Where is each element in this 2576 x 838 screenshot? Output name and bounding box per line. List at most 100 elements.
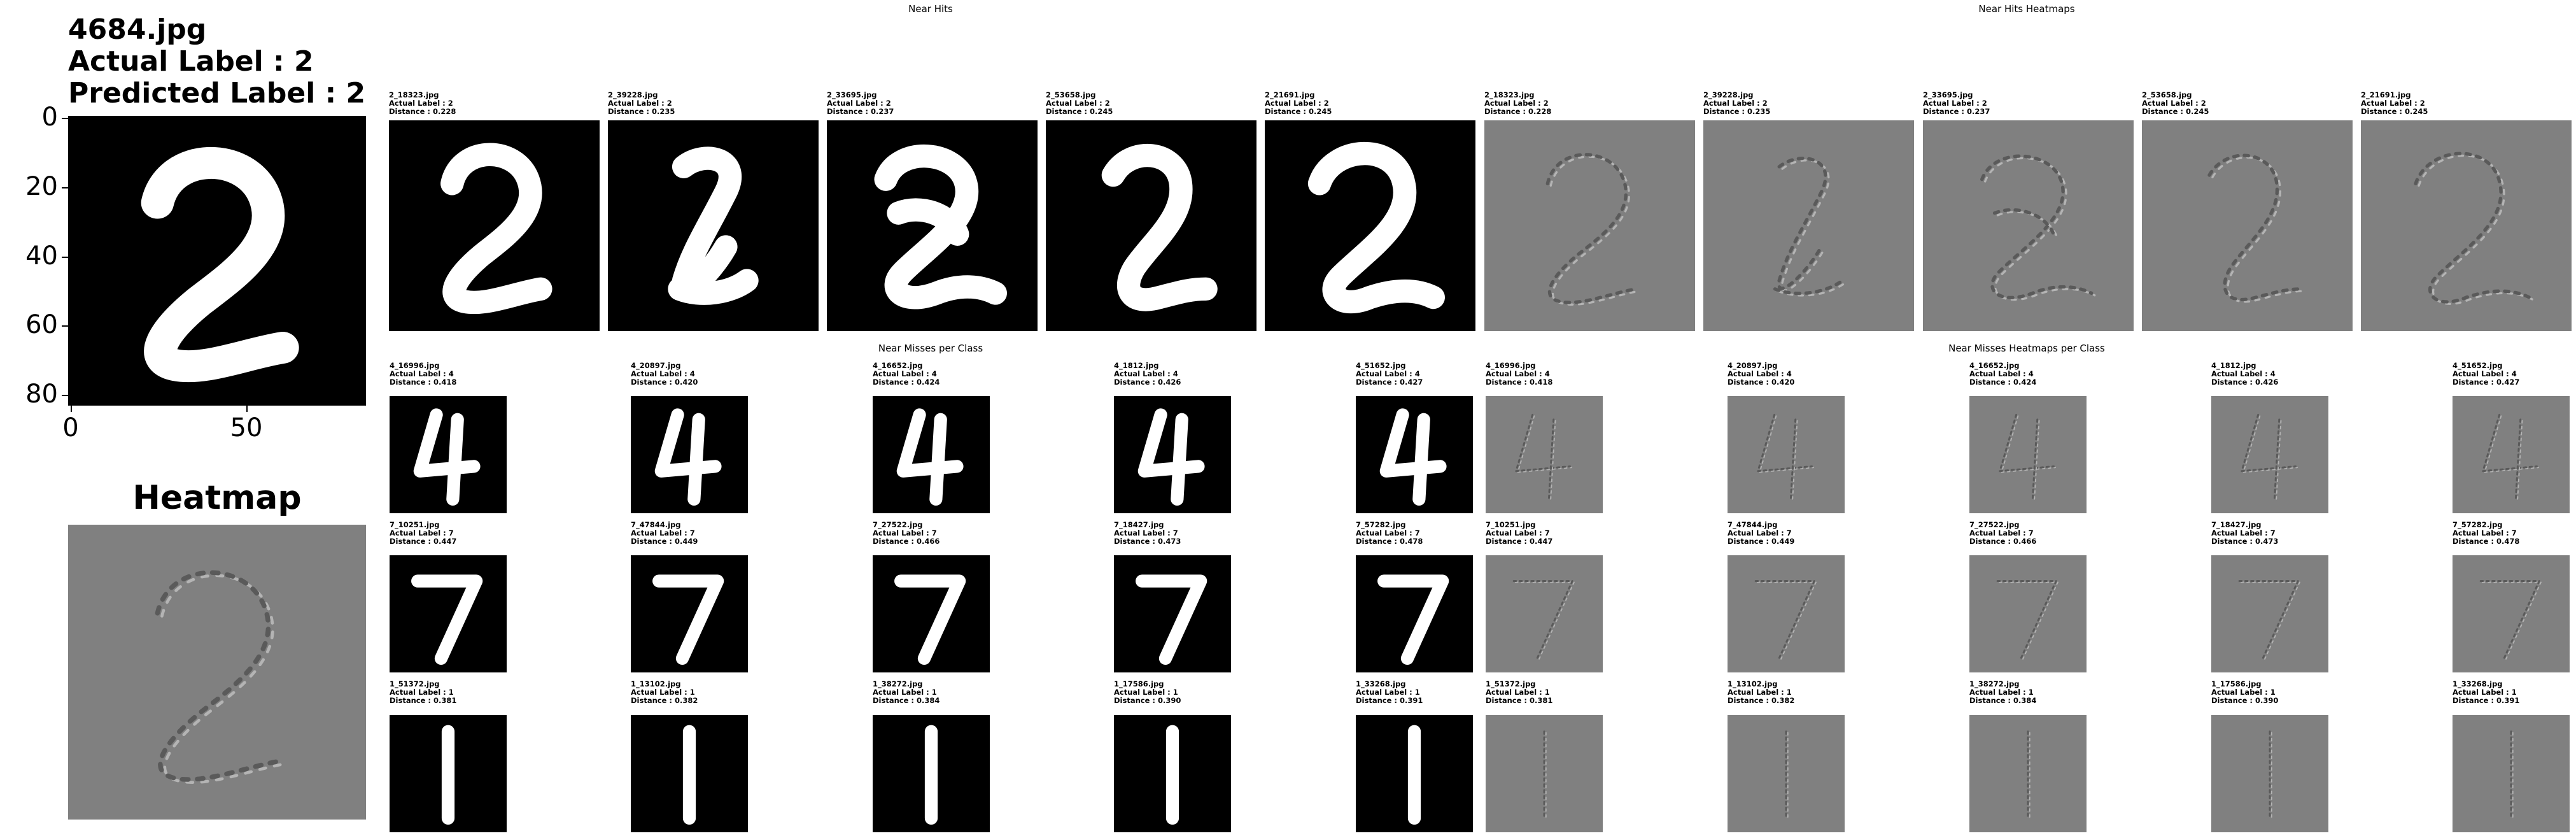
near-miss-heatmap-image: [2453, 555, 2570, 672]
near-miss-caption: 4_16996.jpg Actual Label : 4 Distance : 0.…: [390, 362, 456, 387]
caption-actual-label: Actual Label : 2: [389, 99, 453, 108]
caption-actual-label: Actual Label : 7: [1114, 529, 1178, 537]
near-miss-heatmap-image: [1969, 715, 2087, 832]
near-miss-heatmap-image: [1486, 396, 1603, 513]
caption-filename: 7_57282.jpg: [2453, 520, 2503, 529]
y-tick-label: 20: [25, 171, 58, 201]
near-misses-heatmaps-title: Near Misses Heatmaps per Class: [1948, 343, 2105, 354]
caption-filename: 4_20897.jpg: [1728, 361, 1778, 370]
near-miss-heatmap-caption: 1_17586.jpg Actual Label : 1 Distance : 0.…: [2211, 680, 2278, 705]
near-miss-image: [1356, 715, 1473, 832]
near-miss-heatmap-caption: 7_10251.jpg Actual Label : 7 Distance : 0.…: [1486, 521, 1552, 546]
x-tick-label: 50: [230, 413, 263, 443]
near-miss-heatmap-caption: 4_16996.jpg Actual Label : 4 Distance : 0.…: [1486, 362, 1552, 387]
caption-actual-label: Actual Label : 7: [1969, 529, 2034, 537]
near-miss-caption: 4_51652.jpg Actual Label : 4 Distance : 0.…: [1356, 362, 1423, 387]
caption-distance: Distance : 0.478: [2453, 537, 2520, 546]
caption-filename: 2_39228.jpg: [1703, 90, 1754, 99]
caption-actual-label: Actual Label : 2: [1923, 99, 1987, 108]
near-hits-heatmaps-title: Near Hits Heatmaps: [1978, 3, 2075, 15]
caption-actual-label: Actual Label : 2: [608, 99, 672, 108]
near-miss-heatmap-image: [1728, 555, 1845, 672]
near-hit-image: [608, 120, 819, 331]
query-heatmap-image: [68, 525, 366, 820]
near-miss-heatmap-caption: 1_33268.jpg Actual Label : 1 Distance : 0.…: [2453, 680, 2519, 705]
caption-filename: 7_57282.jpg: [1356, 520, 1406, 529]
near-hit-heatmap-caption: 2_33695.jpg Actual Label : 2 Distance : 0.…: [1923, 91, 1990, 116]
x-tick-label: 0: [62, 413, 79, 443]
near-miss-heatmap-image: [1728, 715, 1845, 832]
near-miss-caption: 7_47844.jpg Actual Label : 7 Distance : 0.…: [631, 521, 698, 546]
near-hit-image: [827, 120, 1038, 331]
near-hit-caption: 2_39228.jpg Actual Label : 2 Distance : 0.…: [608, 91, 675, 116]
caption-distance: Distance : 0.473: [2211, 537, 2279, 546]
near-miss-heatmap-caption: 7_18427.jpg Actual Label : 7 Distance : 0.…: [2211, 521, 2278, 546]
near-miss-heatmap-caption: 1_38272.jpg Actual Label : 1 Distance : 0.…: [1969, 680, 2036, 705]
near-hit-caption: 2_33695.jpg Actual Label : 2 Distance : 0.…: [827, 91, 894, 116]
caption-actual-label: Actual Label : 1: [873, 688, 937, 697]
near-miss-caption: 4_1812.jpg Actual Label : 4 Distance : 0.4…: [1114, 362, 1181, 387]
near-miss-image: [1114, 715, 1231, 832]
near-miss-heatmap-image: [1728, 396, 1845, 513]
near-miss-caption: 4_16652.jpg Actual Label : 4 Distance : 0.…: [873, 362, 940, 387]
query-header: 4684.jpg Actual Label : 2 Predicted Labe…: [68, 14, 365, 110]
query-actual-label: Actual Label : 2: [68, 45, 314, 78]
caption-actual-label: Actual Label : 1: [390, 688, 454, 697]
caption-distance: Distance : 0.381: [390, 696, 457, 705]
caption-filename: 4_51652.jpg: [2453, 361, 2503, 370]
near-miss-image: [390, 715, 507, 832]
near-miss-caption: 1_17586.jpg Actual Label : 1 Distance : 0.…: [1114, 680, 1181, 705]
caption-actual-label: Actual Label : 4: [1356, 369, 1420, 378]
caption-distance: Distance : 0.382: [1728, 696, 1795, 705]
caption-filename: 4_16996.jpg: [390, 361, 440, 370]
caption-distance: Distance : 0.420: [631, 378, 698, 387]
near-hit-heatmap-image: [1703, 120, 1914, 331]
near-miss-caption: 7_27522.jpg Actual Label : 7 Distance : 0.…: [873, 521, 940, 546]
caption-actual-label: Actual Label : 4: [390, 369, 454, 378]
caption-actual-label: Actual Label : 4: [2211, 369, 2276, 378]
near-miss-heatmap-image: [2453, 715, 2570, 832]
near-hits-title: Near Hits: [908, 3, 953, 15]
caption-filename: 1_13102.jpg: [1728, 679, 1778, 688]
near-miss-image: [390, 555, 507, 672]
caption-actual-label: Actual Label : 1: [631, 688, 695, 697]
caption-distance: Distance : 0.420: [1728, 378, 1795, 387]
caption-distance: Distance : 0.447: [1486, 537, 1553, 546]
query-heatmap-title: Heatmap: [132, 479, 302, 517]
near-miss-caption: 1_51372.jpg Actual Label : 1 Distance : 0.…: [390, 680, 456, 705]
near-hit-heatmap-caption: 2_39228.jpg Actual Label : 2 Distance : 0.…: [1703, 91, 1770, 116]
caption-distance: Distance : 0.447: [390, 537, 457, 546]
near-miss-heatmap-caption: 4_51652.jpg Actual Label : 4 Distance : 0.…: [2453, 362, 2519, 387]
near-hit-caption: 2_18323.jpg Actual Label : 2 Distance : 0.…: [389, 91, 456, 116]
caption-distance: Distance : 0.418: [1486, 378, 1553, 387]
near-miss-image: [873, 715, 990, 832]
near-miss-caption: 1_38272.jpg Actual Label : 1 Distance : 0.…: [873, 680, 940, 705]
caption-actual-label: Actual Label : 7: [1728, 529, 1792, 537]
caption-actual-label: Actual Label : 4: [1486, 369, 1550, 378]
caption-distance: Distance : 0.237: [827, 107, 894, 116]
caption-filename: 2_18323.jpg: [1484, 90, 1535, 99]
near-miss-heatmap-image: [2453, 396, 2570, 513]
caption-filename: 2_21691.jpg: [2361, 90, 2411, 99]
caption-filename: 1_51372.jpg: [1486, 679, 1536, 688]
y-tick-mark: [62, 256, 68, 258]
near-hit-heatmap-image: [2361, 120, 2572, 331]
caption-distance: Distance : 0.449: [631, 537, 698, 546]
near-miss-heatmap-image: [2211, 555, 2328, 672]
caption-actual-label: Actual Label : 7: [2453, 529, 2517, 537]
caption-filename: 4_20897.jpg: [631, 361, 681, 370]
near-hit-heatmap-caption: 2_53658.jpg Actual Label : 2 Distance : 0.…: [2142, 91, 2209, 116]
caption-filename: 4_1812.jpg: [2211, 361, 2256, 370]
caption-distance: Distance : 0.384: [873, 696, 940, 705]
near-miss-heatmap-image: [2211, 715, 2328, 832]
near-miss-heatmap-caption: 7_47844.jpg Actual Label : 7 Distance : 0.…: [1728, 521, 1794, 546]
caption-actual-label: Actual Label : 4: [2453, 369, 2517, 378]
caption-filename: 7_18427.jpg: [2211, 520, 2262, 529]
near-miss-image: [1356, 396, 1473, 513]
caption-distance: Distance : 0.382: [631, 696, 698, 705]
near-miss-caption: 7_57282.jpg Actual Label : 7 Distance : 0.…: [1356, 521, 1423, 546]
y-tick-mark: [62, 187, 68, 188]
near-miss-caption: 1_33268.jpg Actual Label : 1 Distance : 0.…: [1356, 680, 1423, 705]
y-tick-mark: [62, 325, 68, 327]
near-miss-heatmap-caption: 1_13102.jpg Actual Label : 1 Distance : 0.…: [1728, 680, 1794, 705]
